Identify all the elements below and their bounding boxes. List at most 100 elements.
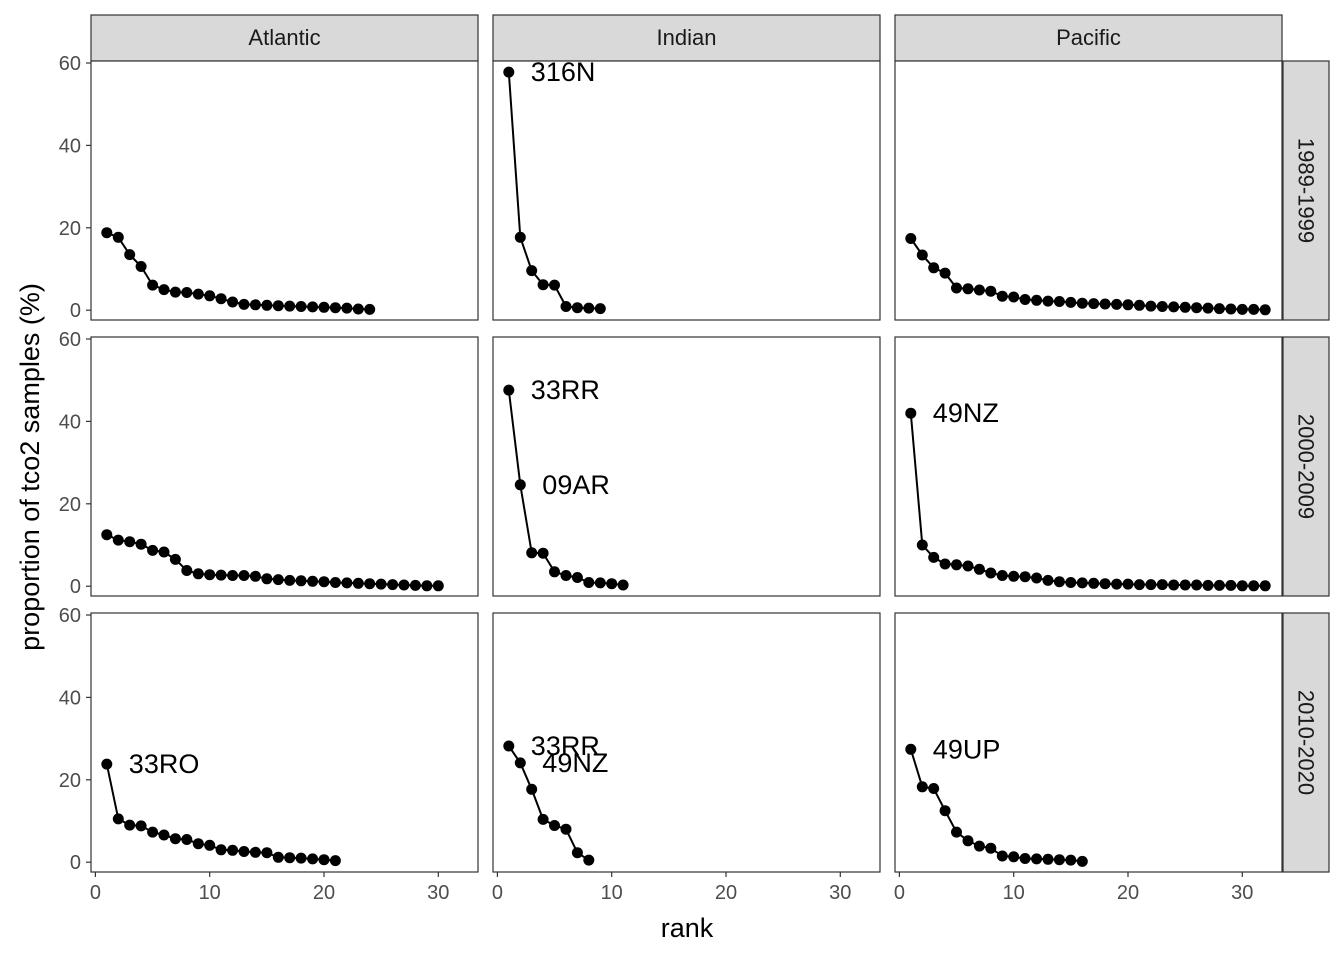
data-point — [1042, 853, 1054, 865]
data-point — [583, 577, 595, 588]
x-tick-label: 30 — [829, 882, 851, 904]
data-point — [1225, 579, 1237, 591]
data-point — [594, 577, 606, 589]
x-tick-label: 10 — [199, 882, 221, 904]
x-tick-label: 10 — [601, 882, 623, 904]
data-point — [1202, 579, 1214, 591]
x-tick-label: 0 — [492, 882, 503, 904]
data-point — [1248, 303, 1260, 315]
data-point — [249, 299, 261, 311]
point-label: 33RO — [129, 749, 200, 779]
data-point — [503, 66, 515, 78]
data-point — [928, 262, 940, 274]
data-point — [996, 290, 1008, 302]
data-point — [1053, 854, 1065, 866]
panel-border — [894, 60, 1283, 321]
data-point — [181, 287, 193, 298]
facet-strip-2010-2020 — [1282, 612, 1330, 873]
data-point — [158, 284, 170, 296]
data-point — [514, 231, 526, 243]
data-point — [503, 384, 515, 396]
data-point — [1179, 301, 1191, 313]
x-tick-label: 0 — [90, 882, 101, 904]
y-tick-label: 0 — [70, 852, 81, 874]
data-point — [147, 544, 159, 556]
data-point — [951, 559, 962, 571]
data-point — [307, 853, 319, 865]
data-point — [238, 298, 250, 310]
data-point — [514, 757, 526, 769]
data-point — [1133, 579, 1145, 591]
data-point — [135, 820, 147, 832]
data-point — [1008, 851, 1020, 863]
data-point — [617, 579, 629, 591]
data-point — [192, 288, 204, 300]
data-point — [905, 743, 917, 755]
data-point — [329, 302, 341, 314]
panel-border — [492, 336, 881, 597]
data-point — [973, 840, 985, 852]
panels-layer: Atlantic Indian Pacific 1989-1999 2000-2009 2… — [59, 14, 1330, 904]
data-point — [571, 572, 583, 583]
data-point — [1031, 853, 1043, 865]
y-tick-label: 20 — [59, 218, 81, 240]
data-point — [1111, 298, 1123, 310]
x-tick-label: 20 — [313, 882, 335, 904]
data-point — [962, 283, 974, 295]
data-point — [1008, 570, 1020, 582]
data-point — [939, 805, 951, 817]
panel-atlantic-1989-1999 — [90, 60, 479, 321]
data-point — [1065, 577, 1077, 588]
y-tick-label: 0 — [70, 300, 81, 322]
data-point — [375, 578, 387, 590]
data-point — [526, 265, 538, 277]
data-point — [261, 299, 273, 311]
data-point — [295, 852, 307, 864]
point-label: 316N — [531, 57, 596, 87]
panel-atlantic-2010-2020: 33RO — [90, 612, 479, 873]
data-point — [1053, 576, 1065, 588]
data-point — [549, 566, 560, 578]
data-point — [341, 302, 353, 314]
data-point — [973, 284, 985, 296]
data-point — [101, 227, 113, 239]
data-point — [1099, 578, 1111, 590]
data-point — [962, 835, 974, 847]
data-point — [204, 839, 216, 851]
point-label: 09AR — [542, 470, 610, 500]
panel-border — [90, 336, 479, 597]
data-point — [215, 569, 227, 581]
data-point — [1236, 303, 1248, 315]
facet-strip-label: Indian — [657, 25, 717, 50]
data-point — [939, 558, 951, 570]
facet-strip-label: Atlantic — [248, 25, 320, 50]
data-point — [307, 575, 319, 587]
data-point — [227, 296, 239, 308]
data-point — [594, 303, 606, 315]
series-line — [909, 749, 1083, 863]
data-point — [973, 563, 985, 575]
data-point — [329, 577, 341, 588]
data-point — [503, 740, 515, 752]
data-point — [192, 568, 204, 580]
data-point — [181, 834, 193, 845]
data-point — [124, 249, 136, 261]
data-point — [560, 823, 572, 835]
data-point — [996, 570, 1008, 581]
data-point — [1031, 572, 1043, 584]
data-point — [1236, 580, 1248, 592]
data-point — [1065, 854, 1077, 866]
y-tick-label: 0 — [70, 576, 81, 598]
data-point — [295, 301, 307, 312]
data-point — [951, 282, 962, 294]
data-point — [985, 842, 997, 854]
point-label: 49NZ — [542, 748, 608, 778]
data-point — [560, 301, 572, 312]
data-point — [409, 579, 421, 591]
data-point — [537, 279, 549, 291]
data-point — [1008, 291, 1020, 303]
data-point — [192, 838, 204, 850]
data-point — [249, 570, 261, 582]
